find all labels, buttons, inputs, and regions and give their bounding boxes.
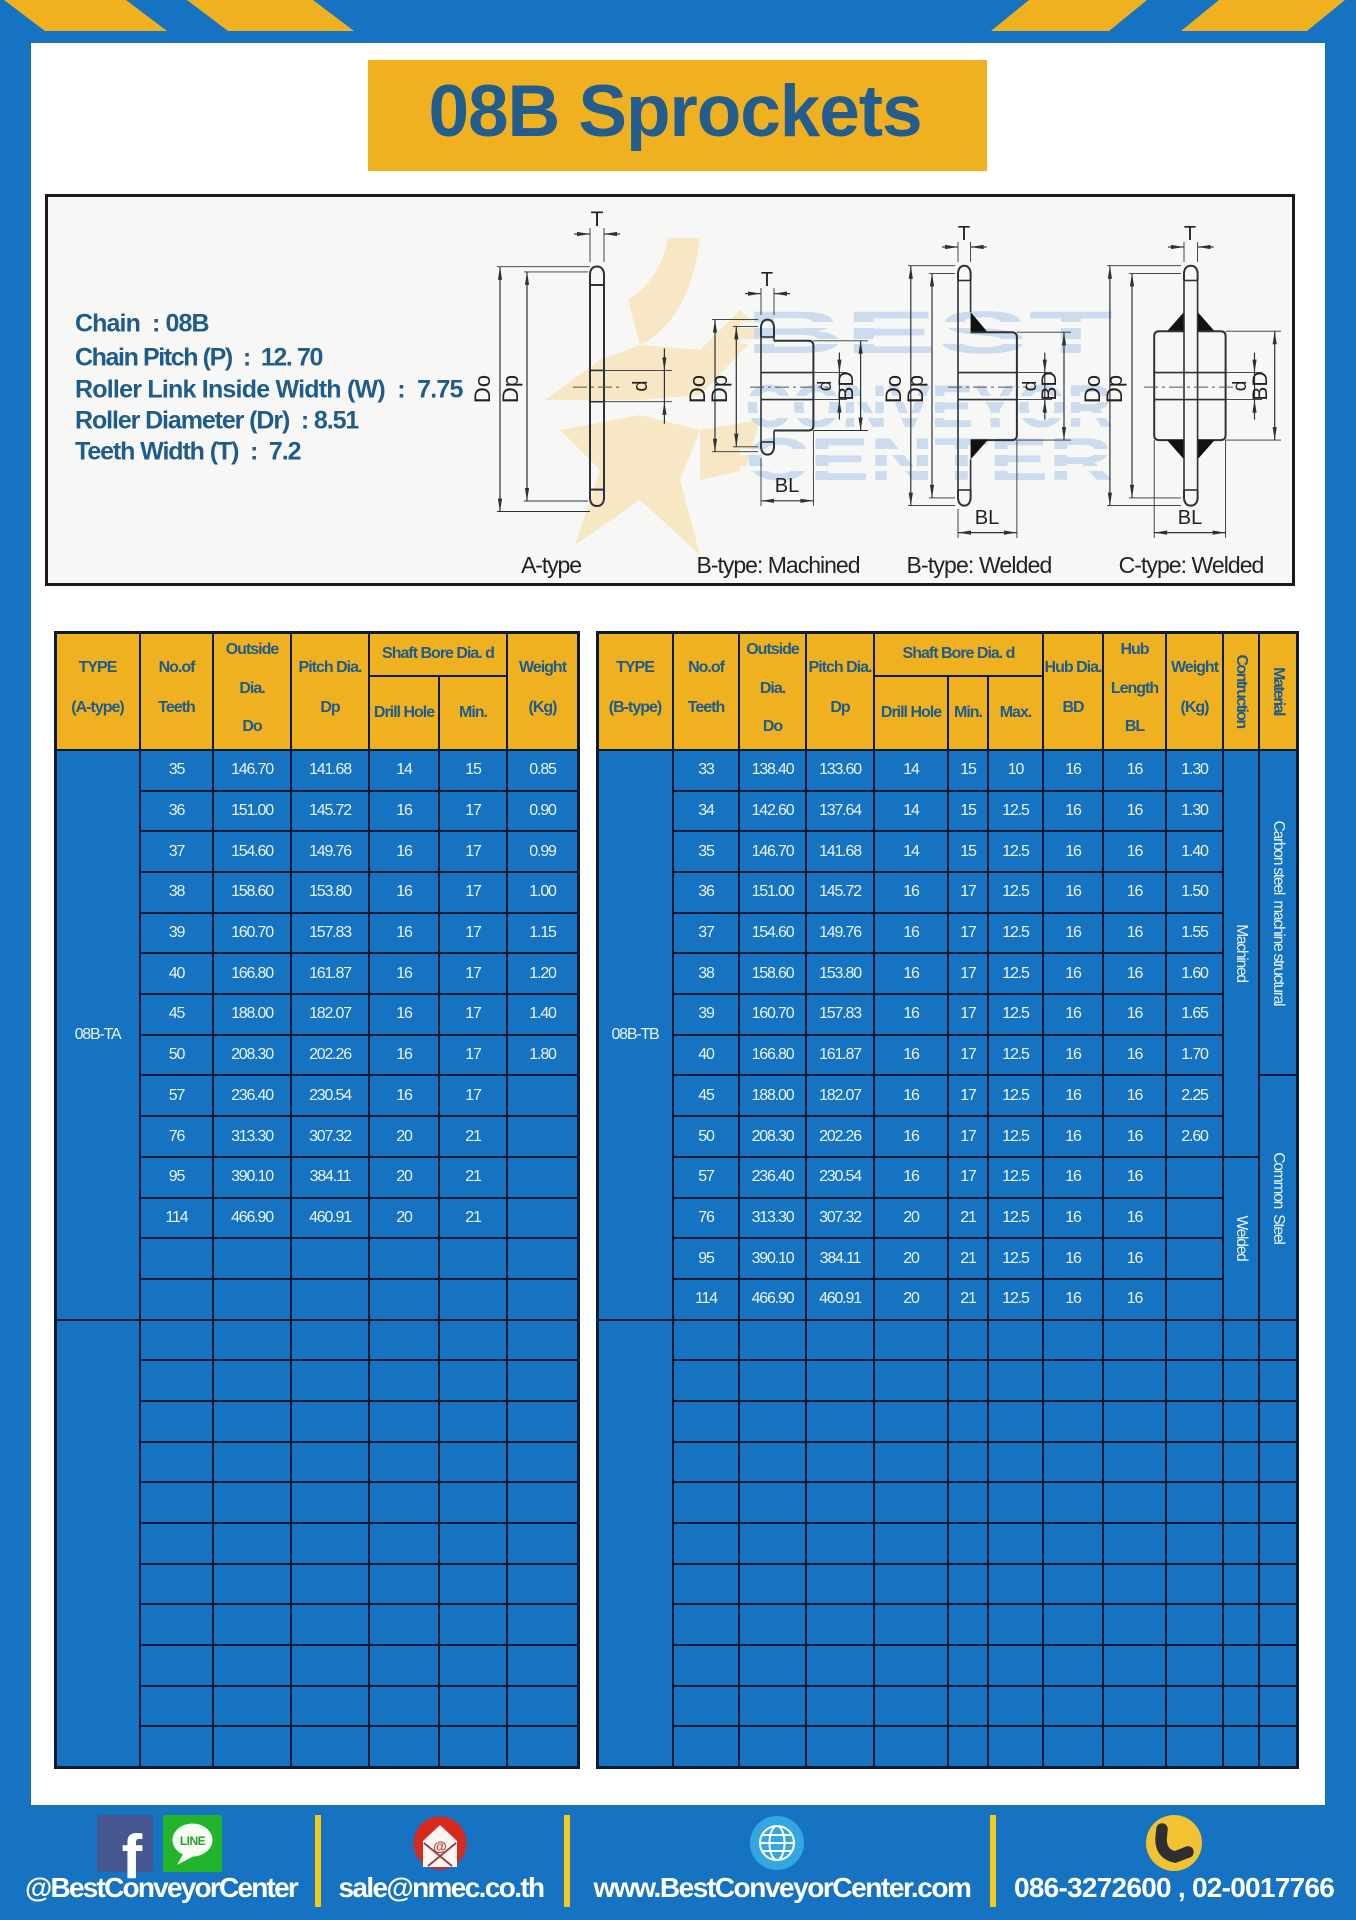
svg-text:@: @ — [433, 1838, 447, 1854]
svg-text:C-type: Welded: C-type: Welded — [1119, 552, 1264, 578]
svg-text:T: T — [761, 269, 773, 291]
svg-text:BD: BD — [1038, 371, 1061, 400]
svg-text:LINE: LINE — [180, 1834, 206, 1848]
svg-text:BD: BD — [835, 371, 858, 400]
svg-text:f: f — [122, 1823, 143, 1892]
svg-text:CENTER: CENTER — [745, 426, 1113, 493]
svg-text:d: d — [1230, 381, 1251, 392]
svg-text:T: T — [591, 208, 604, 231]
svg-text:B-type: Welded: B-type: Welded — [907, 552, 1052, 578]
svg-text:BD: BD — [1249, 371, 1272, 400]
svg-text:CONVEYOR: CONVEYOR — [745, 373, 1113, 440]
svg-text:Do: Do — [685, 375, 710, 403]
svg-text:A-type: A-type — [521, 552, 581, 578]
svg-text:Do: Do — [1080, 375, 1105, 403]
svg-text:d: d — [815, 381, 836, 392]
svg-text:Dp: Dp — [498, 375, 523, 403]
svg-text:Dp: Dp — [903, 375, 928, 403]
svg-text:T: T — [958, 223, 970, 245]
svg-text:Dp: Dp — [707, 375, 732, 403]
svg-text:Do: Do — [881, 375, 906, 403]
svg-text:Do: Do — [470, 375, 495, 403]
svg-text:d: d — [1020, 381, 1041, 392]
svg-text:BL: BL — [775, 475, 799, 497]
svg-text:B-type: Machined: B-type: Machined — [697, 552, 860, 578]
svg-text:BL: BL — [1178, 507, 1202, 529]
svg-text:d: d — [630, 380, 652, 391]
svg-text:Dp: Dp — [1102, 375, 1127, 403]
svg-text:BL: BL — [975, 507, 999, 529]
svg-text:T: T — [1184, 223, 1196, 245]
